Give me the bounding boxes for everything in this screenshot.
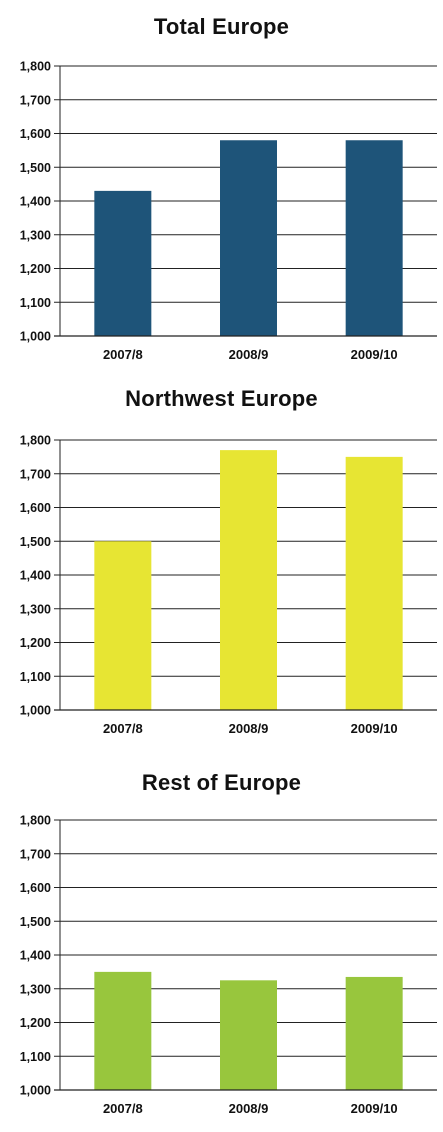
- bar-2008-9: [220, 980, 277, 1090]
- y-tick-label: 1,200: [20, 636, 51, 650]
- bar-2009-10: [345, 456, 403, 710]
- y-tick-label: 1,100: [20, 670, 51, 684]
- y-tick-label: 1,400: [20, 569, 51, 583]
- y-tick-label: 1,000: [20, 330, 51, 344]
- bar-2007-8: [94, 971, 152, 1090]
- x-tick-label: 2007/8: [103, 347, 143, 362]
- bar-2007-8: [94, 190, 152, 336]
- y-tick-label: 1,800: [20, 814, 51, 828]
- y-tick-label: 1,400: [20, 949, 51, 963]
- y-tick-label: 1,800: [20, 60, 51, 74]
- y-tick-label: 1,700: [20, 467, 51, 481]
- x-tick-label: 2009/10: [351, 347, 398, 362]
- y-tick-label: 1,600: [20, 881, 51, 895]
- y-tick-label: 1,500: [20, 915, 51, 929]
- bar-2009-10: [345, 140, 403, 336]
- y-tick-label: 1,600: [20, 501, 51, 515]
- x-tick-label: 2009/10: [351, 1101, 398, 1116]
- y-tick-label: 1,700: [20, 93, 51, 107]
- chart-title: Total Europe: [153, 14, 290, 39]
- chart-title: Northwest Europe: [125, 386, 318, 411]
- x-tick-label: 2008/9: [229, 1101, 269, 1116]
- bar-2007-8: [94, 541, 152, 710]
- x-tick-label: 2008/9: [229, 347, 269, 362]
- chart-title: Rest of Europe: [141, 770, 302, 795]
- bar-chart-total-europe: 1,000 1,100 1,200 1,300 1,400 1,500 1,600 1,700…: [20, 60, 437, 362]
- x-tick-label: 2009/10: [351, 721, 398, 736]
- y-tick-label: 1,000: [20, 1084, 51, 1098]
- y-tick-label: 1,100: [20, 1050, 51, 1064]
- y-tick-label: 1,000: [20, 704, 51, 718]
- y-tick-label: 1,300: [20, 602, 51, 616]
- y-tick-label: 1,800: [20, 434, 51, 448]
- x-tick-label: 2008/9: [229, 721, 269, 736]
- x-tick-label: 2007/8: [103, 1101, 143, 1116]
- y-tick-label: 1,300: [20, 982, 51, 996]
- y-tick-label: 1,200: [20, 262, 51, 276]
- y-tick-label: 1,400: [20, 195, 51, 209]
- bar-2008-9: [220, 450, 277, 710]
- bar-chart-rest-of-europe: 1,000 1,100 1,200 1,300 1,400 1,500 1,600 1,700…: [20, 814, 437, 1116]
- y-tick-label: 1,700: [20, 847, 51, 861]
- y-tick-label: 1,500: [20, 161, 51, 175]
- y-tick-label: 1,300: [20, 228, 51, 242]
- y-tick-label: 1,100: [20, 296, 51, 310]
- y-tick-label: 1,500: [20, 535, 51, 549]
- bar-2009-10: [345, 976, 403, 1090]
- bar-chart-northwest-europe: 1,000 1,100 1,200 1,300 1,400 1,500 1,600 1,700…: [20, 434, 437, 736]
- y-tick-label: 1,200: [20, 1016, 51, 1030]
- bar-2008-9: [220, 140, 277, 336]
- y-tick-label: 1,600: [20, 127, 51, 141]
- x-tick-label: 2007/8: [103, 721, 143, 736]
